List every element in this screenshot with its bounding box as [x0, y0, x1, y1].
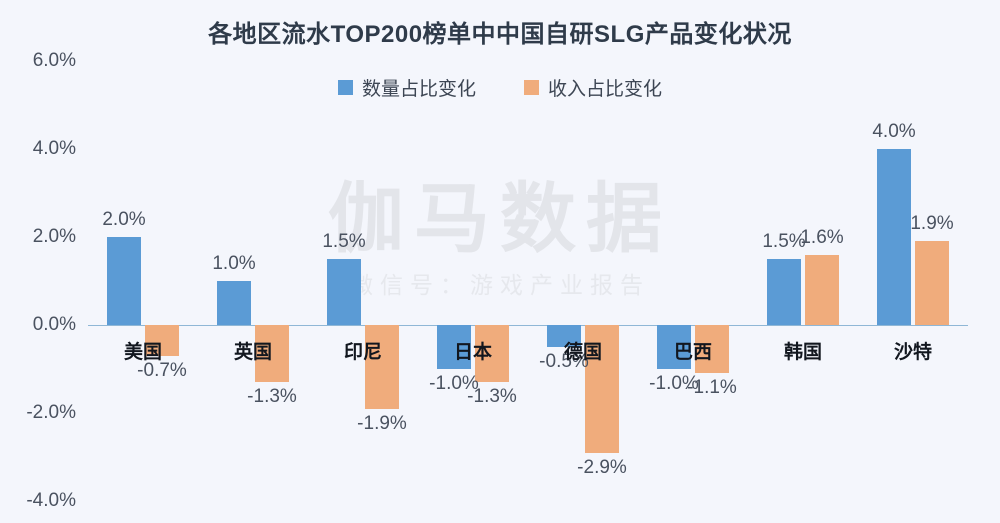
bar-value-label: -1.1% [687, 377, 737, 399]
bar-count-share[interactable] [877, 149, 911, 325]
bar-revenue-share[interactable] [255, 325, 289, 383]
bar-value-label: 4.0% [872, 121, 916, 142]
bar-count-share[interactable] [327, 259, 361, 325]
bar-value-label: 1.6% [800, 226, 844, 248]
category-label: 韩国 [783, 342, 823, 363]
bar-group: -1.0% -1.1% 巴西 [638, 61, 748, 501]
bar-value-label: -1.9% [357, 412, 407, 434]
bar-value-label: 1.5% [322, 231, 366, 252]
bar-group: -0.5% -2.9% 德国 [528, 61, 638, 501]
y-axis-tick-label: 2.0% [32, 226, 76, 247]
y-axis-tick-label: -4.0% [26, 490, 76, 511]
bar-revenue-share[interactable] [915, 241, 949, 325]
bar-revenue-share[interactable] [365, 325, 399, 409]
bar-count-share[interactable] [437, 325, 471, 369]
category-label: 美国 [123, 342, 163, 363]
bar-count-share[interactable] [657, 325, 691, 369]
bar-count-share[interactable] [547, 325, 581, 347]
chart-title: 各地区流水TOP200榜单中中国自研SLG产品变化状况 [208, 21, 792, 48]
bar-value-label: -1.3% [467, 386, 517, 408]
chart-legend: 数量占比变化 收入占比变化 [0, 74, 1000, 101]
legend-item-count-share[interactable]: 数量占比变化 [337, 74, 476, 101]
legend-item-revenue-share[interactable]: 收入占比变化 [524, 74, 662, 101]
y-axis-tick-label: 0.0% [32, 314, 76, 335]
bar-count-share[interactable] [107, 237, 141, 325]
bar-value-label: 1.9% [910, 213, 954, 235]
bar-revenue-share[interactable] [145, 325, 179, 356]
category-label: 日本 [453, 342, 493, 363]
category-label: 德国 [563, 342, 603, 363]
bar-revenue-share[interactable] [695, 325, 729, 374]
bar-value-label: 2.0% [102, 209, 146, 230]
bar-value-label: -0.7% [137, 359, 187, 381]
bar-group: 4.0% 1.9% 沙特 [858, 61, 968, 501]
bar-value-label: -1.3% [247, 386, 297, 408]
bar-value-label: -0.5% [539, 351, 589, 372]
bar-value-label: -2.9% [577, 456, 627, 478]
bar-revenue-share[interactable] [585, 325, 619, 453]
y-axis-tick-label: 6.0% [32, 50, 76, 71]
bar-count-share[interactable] [217, 281, 251, 325]
category-label: 印尼 [343, 342, 383, 363]
plot-area: 6.0% 4.0% 2.0% 0.0% -2.0% -4.0% 2.0% -0.7% 美国 1.0… [26, 50, 968, 511]
legend-swatch-orange-icon [524, 80, 539, 95]
legend-label-count-share: 数量占比变化 [361, 79, 476, 100]
bar-value-label: 1.5% [762, 231, 806, 252]
bar-count-share[interactable] [767, 259, 801, 325]
bar-value-label: -1.0% [429, 373, 479, 394]
bar-group: 2.0% -0.7% 美国 [88, 61, 198, 501]
zero-baseline [88, 325, 968, 326]
y-axis-tick-label: -2.0% [26, 402, 76, 423]
bar-revenue-share[interactable] [805, 254, 839, 325]
category-label: 巴西 [673, 342, 713, 363]
bar-group: 1.0% -1.3% 英国 [198, 61, 308, 501]
bar-value-label: -1.0% [649, 373, 699, 394]
bar-group: 1.5% 1.6% 韩国 [748, 61, 858, 501]
category-label: 英国 [233, 342, 273, 363]
bar-group: 1.5% -1.9% 印尼 [308, 61, 418, 501]
bar-value-label: 1.0% [212, 253, 256, 274]
bar-group: -1.0% -1.3% 日本 [418, 61, 528, 501]
legend-label-revenue-share: 收入占比变化 [548, 79, 663, 100]
bar-revenue-share[interactable] [475, 325, 509, 383]
category-label: 沙特 [893, 342, 933, 363]
legend-swatch-blue-icon [337, 80, 353, 95]
y-axis-tick-label: 4.0% [32, 138, 76, 159]
